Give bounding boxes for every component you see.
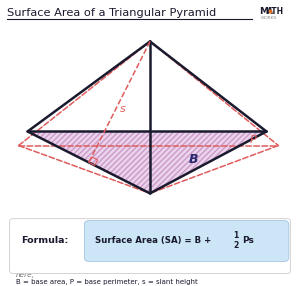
Text: P: P <box>250 135 256 145</box>
Text: Surface Area of a Triangular Pyramid: Surface Area of a Triangular Pyramid <box>7 8 217 18</box>
FancyBboxPatch shape <box>84 221 289 261</box>
Text: B = base area, P = base perimeter, s = slant height: B = base area, P = base perimeter, s = s… <box>16 279 197 285</box>
Text: M: M <box>259 7 268 16</box>
Text: 2: 2 <box>233 241 238 250</box>
Text: Formula:: Formula: <box>22 236 69 245</box>
Text: here,: here, <box>16 271 34 277</box>
FancyBboxPatch shape <box>10 219 290 273</box>
Text: ATH: ATH <box>267 7 284 16</box>
Text: Ps: Ps <box>242 236 254 245</box>
Text: Surface Area (SA) = B +: Surface Area (SA) = B + <box>95 236 214 245</box>
Text: s: s <box>120 104 126 114</box>
Text: B: B <box>188 153 198 166</box>
Text: 1: 1 <box>233 231 238 240</box>
Text: WORKS: WORKS <box>260 16 277 20</box>
Polygon shape <box>28 132 266 193</box>
